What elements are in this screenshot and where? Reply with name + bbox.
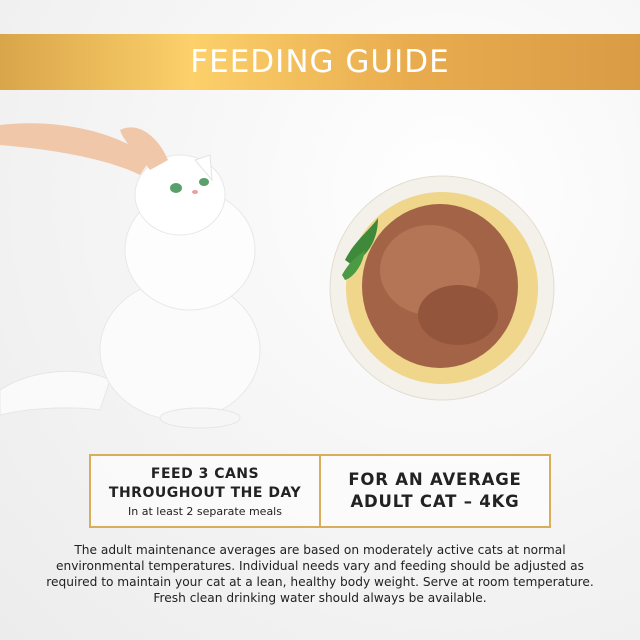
cat-weight-line1: FOR AN AVERAGE [348,470,522,489]
product-illustration [0,123,555,429]
cat-weight-box: FOR AN AVERAGE ADULT CAT – 4KG [319,456,549,526]
feeding-info-boxes: FEED 3 CANS THROUGHOUT THE DAY In at lea… [89,454,551,528]
title-banner: FEEDING GUIDE [0,34,640,90]
feeding-amount-box: FEED 3 CANS THROUGHOUT THE DAY In at lea… [91,456,319,526]
feeding-note: The adult maintenance averages are based… [46,543,594,605]
food-bowl-image [329,175,555,401]
feeding-amount-subtext: In at least 2 separate meals [128,504,282,518]
cat-weight-line2: ADULT CAT – 4KG [350,492,520,511]
feeding-amount-line1: FEED 3 CANS [150,465,260,482]
page-title: FEEDING GUIDE [190,44,450,80]
feeding-amount-line2: THROUGHOUT THE DAY [108,484,302,501]
cat-image [0,123,261,429]
